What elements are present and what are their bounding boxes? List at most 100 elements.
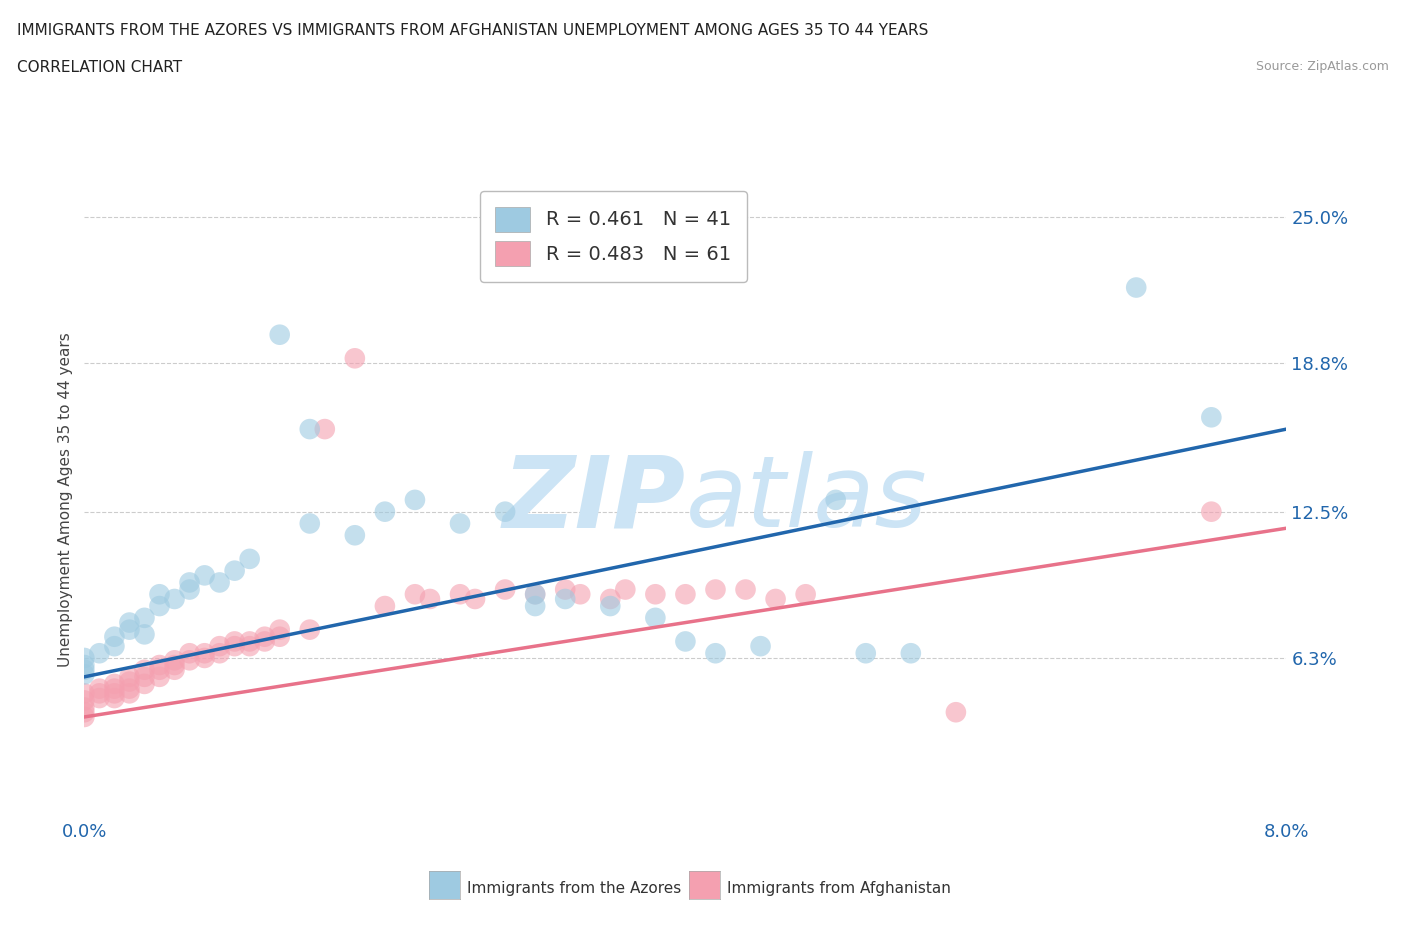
Point <box>734 582 756 597</box>
Point <box>253 634 276 649</box>
Point <box>179 575 201 590</box>
Point <box>239 639 262 654</box>
Point <box>449 516 471 531</box>
Point <box>103 676 125 691</box>
Point <box>134 610 156 625</box>
Point <box>1201 504 1223 519</box>
Point <box>163 591 186 606</box>
Point <box>343 351 366 365</box>
Point <box>675 634 697 649</box>
Point <box>134 670 156 684</box>
Text: IMMIGRANTS FROM THE AZORES VS IMMIGRANTS FROM AFGHANISTAN UNEMPLOYMENT AMONG AGE: IMMIGRANTS FROM THE AZORES VS IMMIGRANTS… <box>17 23 928 38</box>
Point <box>224 564 246 578</box>
Point <box>134 676 156 691</box>
Point <box>208 645 231 660</box>
Point <box>134 662 156 677</box>
Point <box>239 551 262 566</box>
Point <box>73 686 96 701</box>
Point <box>89 691 111 706</box>
Point <box>73 705 96 720</box>
Point <box>644 587 666 602</box>
Point <box>73 700 96 715</box>
Point <box>824 493 846 508</box>
Point <box>524 599 547 614</box>
Point <box>765 591 787 606</box>
Point <box>163 653 186 668</box>
Point <box>945 705 967 720</box>
Point <box>224 634 246 649</box>
Point <box>599 591 621 606</box>
Point <box>89 686 111 701</box>
Point <box>103 630 125 644</box>
Point <box>419 591 441 606</box>
Point <box>118 670 141 684</box>
Point <box>73 650 96 665</box>
Point <box>494 504 516 519</box>
Legend: R = 0.461   N = 41, R = 0.483   N = 61: R = 0.461 N = 41, R = 0.483 N = 61 <box>479 191 747 282</box>
Point <box>163 658 186 672</box>
Point <box>1125 280 1147 295</box>
Point <box>118 622 141 637</box>
Point <box>73 662 96 677</box>
Point <box>524 587 547 602</box>
Point <box>194 645 217 660</box>
Point <box>343 528 366 543</box>
Point <box>148 670 170 684</box>
Point <box>749 639 772 654</box>
Point <box>704 582 727 597</box>
Point <box>404 493 426 508</box>
Point <box>148 662 170 677</box>
Point <box>704 645 727 660</box>
Point <box>404 587 426 602</box>
Point <box>179 582 201 597</box>
Point <box>208 575 231 590</box>
Point <box>614 582 637 597</box>
Point <box>374 504 396 519</box>
Point <box>554 591 576 606</box>
Point <box>103 639 125 654</box>
Point <box>269 630 291 644</box>
Text: atlas: atlas <box>686 451 927 549</box>
Point <box>464 591 486 606</box>
Point <box>73 667 96 682</box>
Point <box>554 582 576 597</box>
Point <box>118 681 141 696</box>
Point <box>118 674 141 689</box>
Point <box>794 587 817 602</box>
Point <box>118 615 141 630</box>
Point <box>73 658 96 672</box>
Text: Immigrants from the Azores: Immigrants from the Azores <box>467 881 681 896</box>
Point <box>599 599 621 614</box>
Text: ZIP: ZIP <box>502 451 686 549</box>
Point <box>675 587 697 602</box>
Point <box>179 645 201 660</box>
Point <box>118 686 141 701</box>
Point <box>494 582 516 597</box>
Point <box>103 681 125 696</box>
Point <box>855 645 877 660</box>
Point <box>194 568 217 583</box>
Point <box>148 599 170 614</box>
Text: CORRELATION CHART: CORRELATION CHART <box>17 60 181 75</box>
Point <box>103 686 125 701</box>
Point <box>1201 410 1223 425</box>
Point <box>644 610 666 625</box>
Point <box>208 639 231 654</box>
Point <box>148 658 170 672</box>
Point <box>73 710 96 724</box>
Point <box>89 645 111 660</box>
Point <box>148 587 170 602</box>
Point <box>449 587 471 602</box>
Y-axis label: Unemployment Among Ages 35 to 44 years: Unemployment Among Ages 35 to 44 years <box>58 333 73 667</box>
Point <box>253 630 276 644</box>
Point <box>103 691 125 706</box>
Point <box>179 653 201 668</box>
Point <box>269 327 291 342</box>
Point <box>163 662 186 677</box>
Point <box>569 587 592 602</box>
Text: Immigrants from Afghanistan: Immigrants from Afghanistan <box>727 881 950 896</box>
Point <box>298 516 321 531</box>
Point <box>314 421 336 436</box>
Point <box>224 639 246 654</box>
Point <box>89 681 111 696</box>
